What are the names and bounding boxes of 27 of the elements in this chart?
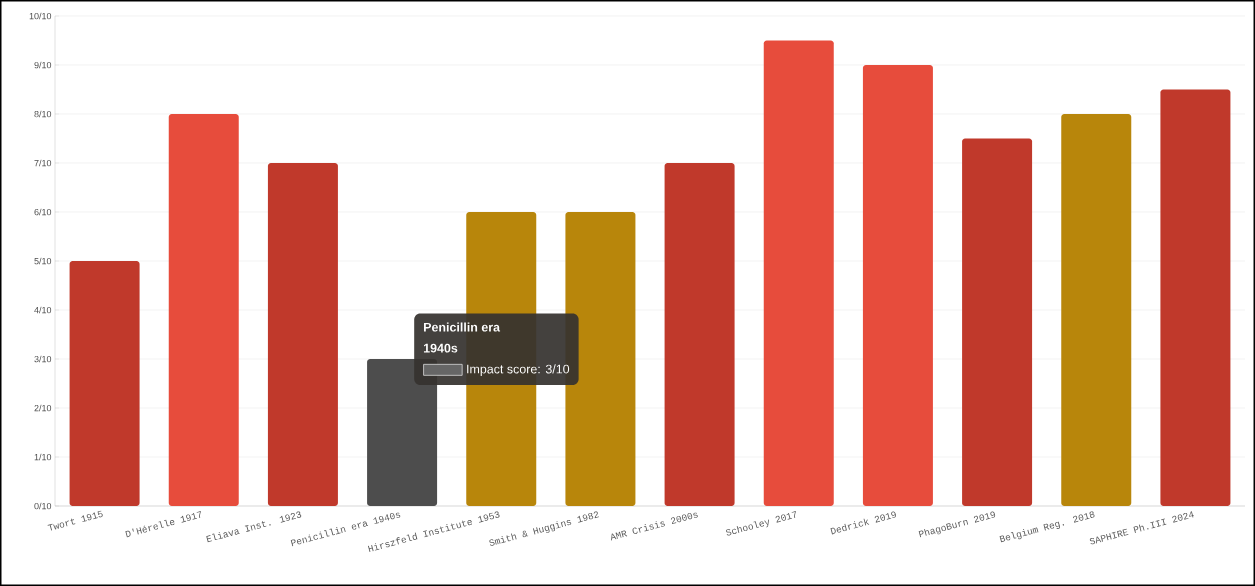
- bar: [962, 138, 1033, 506]
- bar: [763, 40, 834, 506]
- y-tick-label: 2/10: [34, 404, 52, 412]
- bar: [664, 163, 735, 506]
- bar: [168, 114, 239, 506]
- annotation: Penicillin era: [424, 322, 501, 332]
- x-tick-label: Dedrick 2019: [830, 511, 896, 535]
- annotation: 1940s: [423, 343, 458, 353]
- y-tick-label: 9/10: [34, 61, 52, 69]
- x-tick-label: Twort 1915: [47, 510, 103, 531]
- x-tick-label: AMR Crisis 2000s: [611, 512, 698, 541]
- y-tick-label: 1/10: [34, 453, 52, 461]
- annotation: Impact score: 3/10: [467, 364, 570, 376]
- y-tick-label: 4/10: [34, 306, 52, 314]
- bar: [69, 261, 140, 506]
- bar: [367, 359, 438, 506]
- bar: [267, 163, 338, 506]
- bar: [1160, 89, 1231, 506]
- y-tick-label: 3/10: [34, 355, 52, 363]
- bar: [1061, 114, 1132, 506]
- y-tick-label: 7/10: [34, 159, 52, 167]
- y-tick-label: 8/10: [34, 110, 52, 118]
- y-tick-label: 10/10: [29, 12, 52, 20]
- y-tick-label: 5/10: [34, 257, 52, 265]
- y-tick-label: 0/10: [34, 502, 52, 510]
- bar: [862, 65, 933, 506]
- y-tick-label: 6/10: [34, 208, 52, 216]
